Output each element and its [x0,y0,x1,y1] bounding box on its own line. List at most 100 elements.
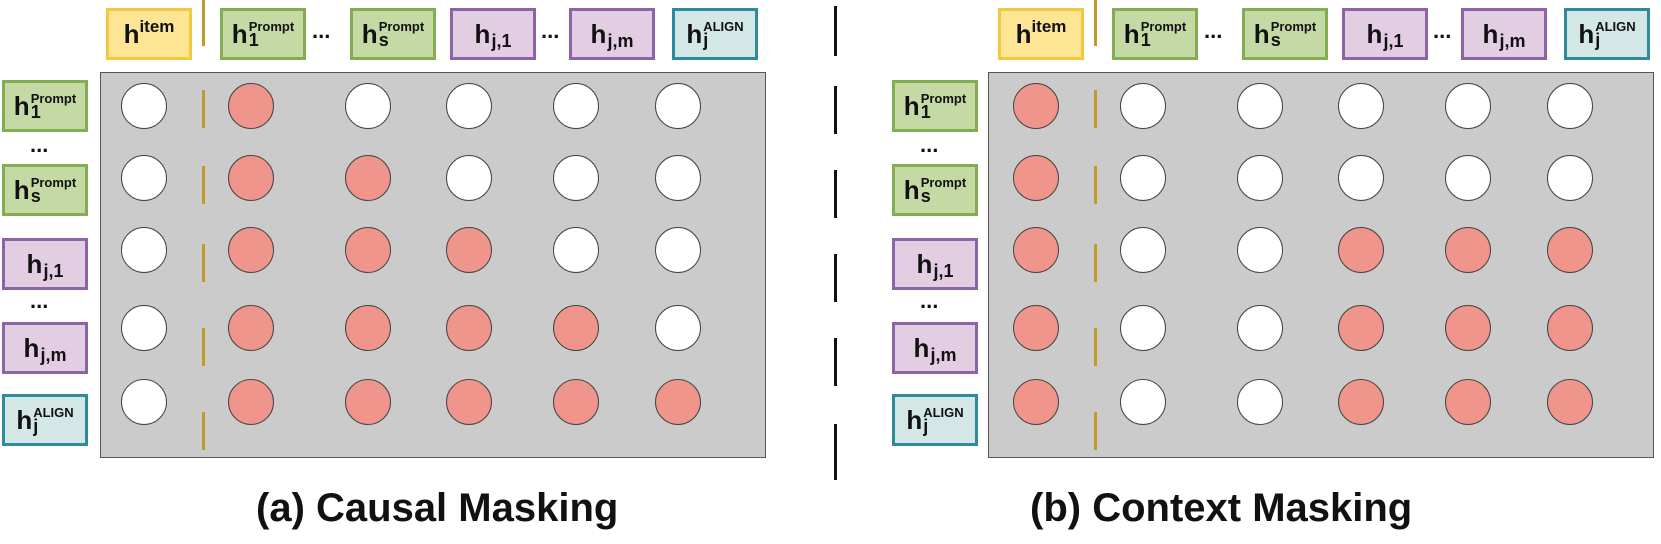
attend-dot [228,83,274,129]
token-base: h [903,175,920,205]
ellipsis: ... [541,18,560,43]
token-sub: 1 [30,101,41,122]
token-base: h [686,19,703,49]
attend-dot [655,379,701,425]
token-base: h [916,249,933,279]
token-sub: j,1 [491,30,512,51]
token-sub: j,m [930,344,957,365]
token-sub: j,m [40,344,67,365]
attend-dot [446,227,492,273]
attend-dot [446,379,492,425]
token-base: h [1253,19,1270,49]
masked-dot [1120,305,1166,351]
token-base: h [474,19,491,49]
attend-dot [228,227,274,273]
masked-dot [1237,227,1283,273]
col-token-item: h item [998,8,1084,60]
attention-matrix [100,72,766,458]
attend-dot [1547,227,1593,273]
masked-dot [1237,379,1283,425]
separator-bar [202,412,205,450]
masked-dot [446,83,492,129]
col-token-h-jm: h j,m [569,8,655,60]
ellipsis: ... [1204,18,1223,43]
separator-bar [1094,244,1097,282]
attend-dot [553,305,599,351]
attend-dot [1013,305,1059,351]
masked-dot [121,83,167,129]
separator-bar [1094,0,1097,46]
attend-dot [1547,379,1593,425]
masked-dot [553,227,599,273]
token-base: h [1015,19,1032,49]
token-sub: j [703,29,709,50]
masked-dot [1237,305,1283,351]
masked-dot [553,83,599,129]
masked-dot [1120,155,1166,201]
token-base: h [13,91,30,121]
masked-dot [1547,83,1593,129]
token-sub: s [378,29,389,50]
caption: (b) Context Masking [1030,486,1413,530]
token-sub: j,m [1499,30,1526,51]
attend-dot [1445,379,1491,425]
attend-dot [446,305,492,351]
token-base: h [1482,19,1499,49]
row-token-h-jm: h j,m [892,322,978,374]
token-base: h [231,19,248,49]
ellipsis: ... [920,132,939,157]
token-sub: 1 [248,29,259,50]
masked-dot [446,155,492,201]
row-token-align: h ALIGN j [2,394,88,446]
masked-dot [655,227,701,273]
separator-bar [202,244,205,282]
separator-bar [1094,90,1097,128]
token-sub: j,1 [1383,30,1404,51]
token-sub: s [30,185,41,206]
token-sub: j,m [607,30,634,51]
token-sup: item [1031,16,1067,36]
token-sup: ALIGN [1595,18,1636,34]
divider-dash [834,170,837,218]
row-token-prompt-s: h Prompt s [2,164,88,216]
attend-dot [1013,227,1059,273]
token-sub: 1 [920,101,931,122]
masked-dot [121,155,167,201]
col-token-prompt-1: h Prompt 1 [220,8,306,60]
masked-dot [655,305,701,351]
divider-dash [834,86,837,134]
row-token-h-j1: h j,1 [2,238,88,290]
token-sup: Prompt [920,174,967,190]
token-sup: Prompt [30,174,77,190]
divider-dash [834,338,837,386]
token-base: h [361,19,378,49]
masked-dot [553,155,599,201]
col-token-h-jm: h j,m [1461,8,1547,60]
attend-dot [345,227,391,273]
token-sup: Prompt [378,18,425,34]
masked-dot [1445,83,1491,129]
token-sup: Prompt [248,18,295,34]
col-token-item: h item [106,8,192,60]
masked-dot [1237,155,1283,201]
col-token-h-j1: h j,1 [450,8,536,60]
col-token-prompt-s: h Prompt s [350,8,436,60]
divider-dash [834,424,837,480]
masked-dot [1338,83,1384,129]
masked-dot [655,83,701,129]
attend-dot [1013,155,1059,201]
divider-dash [834,6,837,56]
token-base: h [1578,19,1595,49]
token-sub: 1 [1140,29,1151,50]
token-sub: j [1595,29,1601,50]
row-token-prompt-1: h Prompt 1 [892,80,978,132]
separator-bar [1094,412,1097,450]
separator-bar [202,0,205,46]
attend-dot [228,379,274,425]
token-base: h [903,91,920,121]
attend-dot [1338,227,1384,273]
col-token-prompt-1: h Prompt 1 [1112,8,1198,60]
token-base: h [906,405,923,435]
token-base: h [1123,19,1140,49]
separator-bar [202,90,205,128]
